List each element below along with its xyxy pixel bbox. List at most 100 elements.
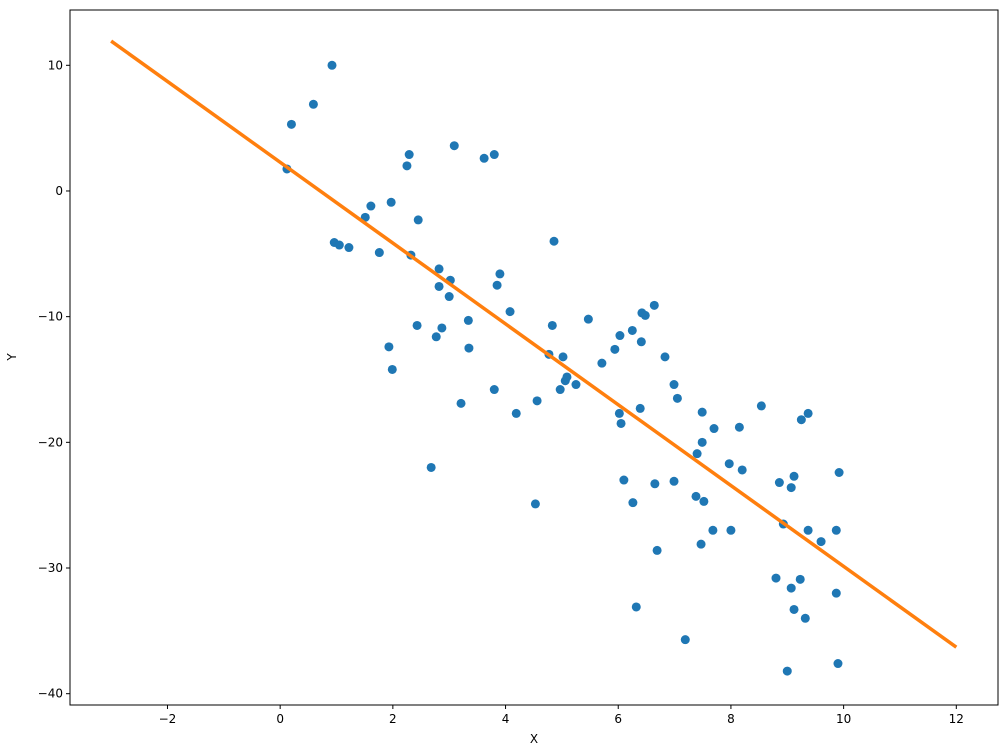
scatter-point	[786, 583, 796, 593]
scatter-point	[549, 236, 559, 246]
scatter-point	[803, 525, 813, 535]
scatter-point	[366, 201, 376, 211]
scatter-point	[789, 604, 799, 614]
scatter-point	[597, 358, 607, 368]
scatter-point	[464, 343, 474, 353]
y-tick-label: 10	[48, 58, 63, 72]
x-tick-label: 4	[502, 712, 510, 726]
scatter-point	[431, 332, 441, 342]
scatter-point	[492, 280, 502, 290]
scatter-point	[640, 310, 650, 320]
scatter-point	[635, 403, 645, 413]
y-tick-label: −10	[38, 310, 63, 324]
scatter-point	[511, 408, 521, 418]
scatter-point	[831, 525, 841, 535]
y-tick-label: 0	[55, 184, 63, 198]
scatter-point	[489, 385, 499, 395]
scatter-point	[737, 465, 747, 475]
scatter-point	[387, 364, 397, 374]
scatter-point	[334, 240, 344, 250]
scatter-point	[708, 525, 718, 535]
scatter-point	[555, 385, 565, 395]
scatter-point	[724, 459, 734, 469]
scatter-point	[479, 153, 489, 163]
x-tick-label: 2	[389, 712, 397, 726]
scatter-point	[434, 264, 444, 274]
scatter-point	[437, 323, 447, 333]
scatter-point	[756, 401, 766, 411]
scatter-point	[649, 300, 659, 310]
scatter-point	[444, 292, 454, 302]
scatter-point	[610, 344, 620, 354]
scatter-point	[786, 483, 796, 493]
x-tick-label: 0	[276, 712, 284, 726]
x-tick-label: 8	[727, 712, 735, 726]
x-tick-label: 12	[949, 712, 964, 726]
scatter-point	[449, 141, 459, 151]
scatter-point	[771, 573, 781, 583]
scatter-point	[672, 393, 682, 403]
scatter-point	[412, 320, 422, 330]
scatter-point	[384, 342, 394, 352]
x-axis-label: X	[530, 732, 538, 746]
scatter-point	[833, 659, 843, 669]
scatter-point	[532, 396, 542, 406]
scatter-point	[627, 325, 637, 335]
scatter-point	[530, 499, 540, 509]
scatter-point	[583, 314, 593, 324]
scatter-point	[669, 380, 679, 390]
scatter-point	[571, 380, 581, 390]
scatter-point	[628, 498, 638, 508]
scatter-point	[619, 475, 629, 485]
scatter-point	[709, 424, 719, 434]
scatter-point	[413, 215, 423, 225]
scatter-point	[374, 248, 384, 258]
scatter-point	[680, 635, 690, 645]
y-tick-label: −40	[38, 687, 63, 701]
scatter-point	[615, 331, 625, 341]
scatter-point	[803, 408, 813, 418]
y-tick-label: −20	[38, 435, 63, 449]
scatter-point	[456, 398, 466, 408]
scatter-point	[434, 281, 444, 291]
scatter-point	[691, 491, 701, 501]
scatter-point	[696, 539, 706, 549]
scatter-point	[558, 352, 568, 362]
scatter-point	[774, 478, 784, 488]
scatter-point	[699, 496, 709, 506]
scatter-point	[795, 574, 805, 584]
scatter-point	[816, 537, 826, 547]
scatter-point	[796, 415, 806, 425]
scatter-point	[402, 161, 412, 171]
scatter-point	[286, 119, 296, 129]
scatter-point	[782, 666, 792, 676]
x-tick-label: 10	[836, 712, 851, 726]
scatter-point	[789, 471, 799, 481]
scatter-point	[697, 437, 707, 447]
fit-line	[110, 39, 958, 649]
scatter-point	[344, 243, 354, 253]
scatter-point	[800, 613, 810, 623]
scatter-point	[547, 320, 557, 330]
scatter-point	[614, 408, 624, 418]
scatter-point	[734, 422, 744, 432]
scatter-point	[404, 150, 414, 160]
scatter-point	[426, 462, 436, 472]
scatter-point	[463, 315, 473, 325]
scatter-point	[669, 476, 679, 486]
scatter-point	[834, 467, 844, 477]
scatter-point	[616, 418, 626, 428]
scatter-point	[636, 337, 646, 347]
scatter-point	[692, 449, 702, 459]
scatter-point	[386, 197, 396, 207]
x-tick-label: −2	[159, 712, 177, 726]
scatter-point	[652, 545, 662, 555]
scatter-point	[562, 372, 572, 382]
y-axis-label: Y	[5, 353, 19, 362]
scatter-point	[831, 588, 841, 598]
scatter-point	[650, 479, 660, 489]
scatter-point	[505, 307, 515, 317]
scatter-point	[327, 60, 337, 70]
scatter-point	[660, 352, 670, 362]
